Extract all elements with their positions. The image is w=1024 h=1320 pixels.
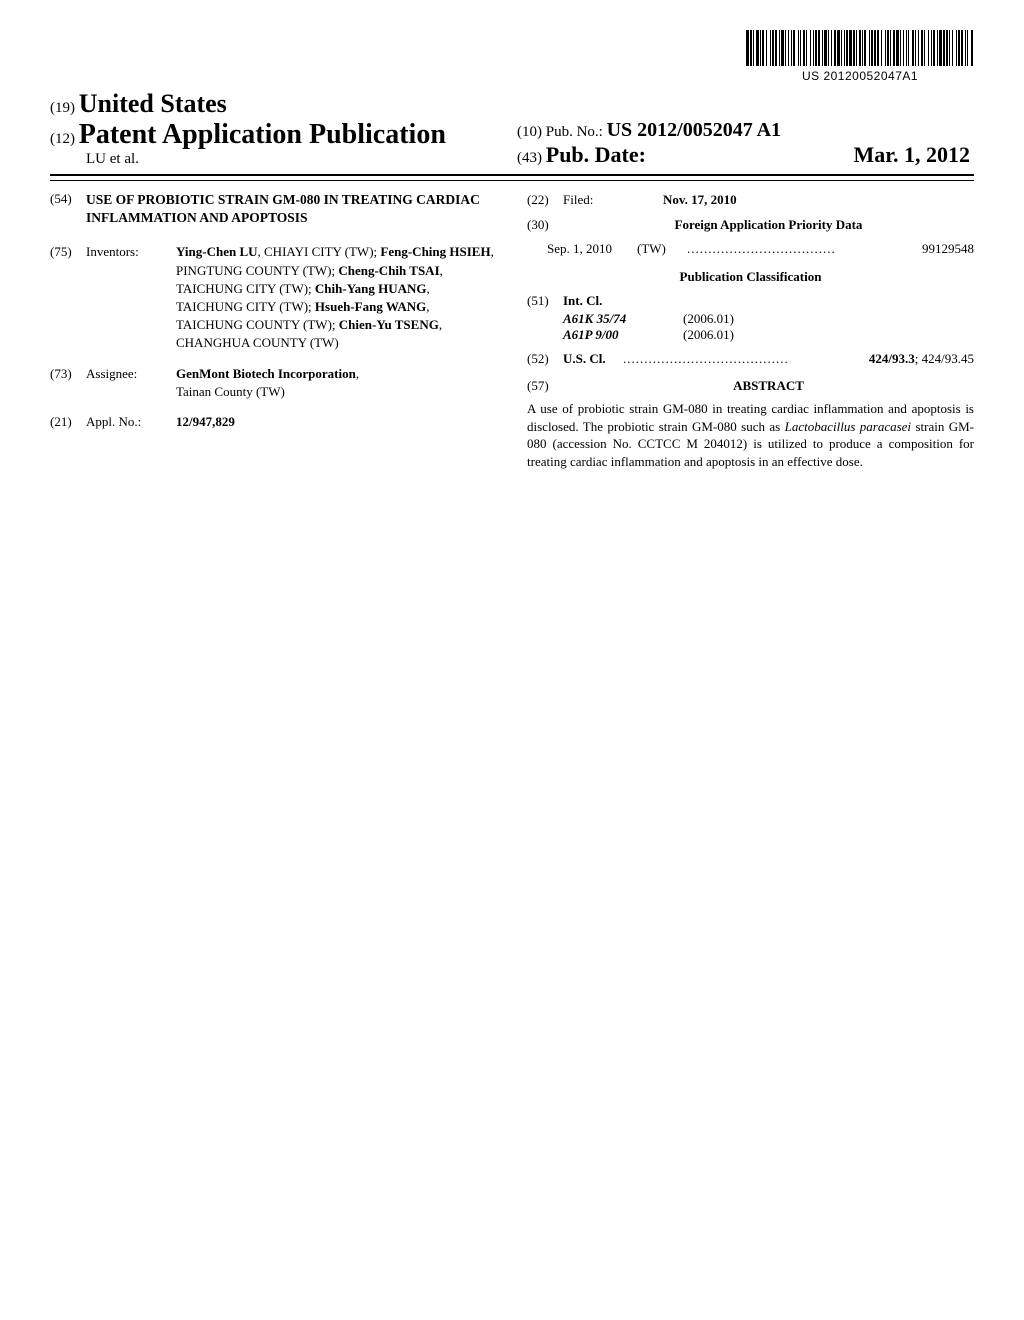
country-num: (19) [50,100,75,116]
priority-data-row: Sep. 1, 2010 (TW) ......................… [527,239,974,259]
filed-field: (22) Filed: Nov. 17, 2010 [527,191,974,209]
intcl-version: (2006.01) [683,327,734,343]
title-block: (54) USE OF PROBIOTIC STRAIN GM-080 IN T… [50,191,497,227]
abstract-header: ABSTRACT [563,378,974,394]
uscl-row: (52) U.S. Cl. ..........................… [527,349,974,369]
authors-line: LU et al. [50,151,507,168]
country-line: (19) United States [50,89,507,119]
uscl-num: (52) [527,349,563,369]
priority-header: Foreign Application Priority Data [563,217,974,233]
priority-country: (TW) [637,239,687,259]
barcode-text: US 20120052047A1 [802,69,918,83]
applno-label: Appl. No.: [86,413,176,431]
intcl-version: (2006.01) [683,311,734,327]
header-block: (19) United States (12) Patent Applicati… [50,89,974,176]
right-header: (10) Pub. No.: US 2012/0052047 A1 (43) P… [507,119,974,168]
pubdate-label: Pub. Date: [546,142,646,167]
uscl-label: U.S. Cl. [563,349,623,369]
abstract-italic: Lactobacillus paracasei [785,419,911,434]
inventor-name: Ying-Chen LU [176,244,258,259]
pubtype-num: (12) [50,131,75,147]
invention-title: USE OF PROBIOTIC STRAIN GM-080 IN TREATI… [86,191,497,227]
top-row: US 20120052047A1 [50,30,974,83]
assignee-field: (73) Assignee: GenMont Biotech Incorpora… [50,365,497,401]
pubclass-header: Publication Classification [527,269,974,285]
intcl-num: (51) [527,293,563,309]
priority-date: Sep. 1, 2010 [547,239,637,259]
priority-dots: ................................... [687,239,922,259]
pubdate-num: (43) [517,150,542,166]
country-name: United States [79,89,227,118]
pubno-label: Pub. No.: [546,124,603,140]
priority-header-row: (30) Foreign Application Priority Data [527,217,974,233]
right-column: (22) Filed: Nov. 17, 2010 (30) Foreign A… [527,191,974,470]
inventor-name: Chih-Yang HUANG [315,281,427,296]
applno-field: (21) Appl. No.: 12/947,829 [50,413,497,431]
assignee-num: (73) [50,365,86,401]
intcl-header-row: (51) Int. Cl. [527,293,974,309]
uscl-bold: 424/93.3 [869,351,915,366]
barcode-bars [746,30,974,66]
intcl-code: A61P 9/00 [563,327,683,343]
filed-date: Nov. 17, 2010 [623,191,974,209]
assignee-label: Assignee: [86,365,176,401]
inventors-num: (75) [50,243,86,352]
uscl-rest: ; 424/93.45 [915,351,974,366]
applno-num: (21) [50,413,86,431]
assignee-value: GenMont Biotech Incorporation, Tainan Co… [176,365,497,401]
priority-num: (30) [527,217,563,233]
assignee-name: GenMont Biotech Incorporation [176,366,356,381]
intcl-row: A61P 9/00(2006.01) [563,327,974,343]
patent-page: US 20120052047A1 (19) United States (12)… [0,0,1024,520]
left-column: (54) USE OF PROBIOTIC STRAIN GM-080 IN T… [50,191,497,470]
inventor-name: Feng-Ching HSIEH [380,244,490,259]
priority-appno: 99129548 [922,239,974,259]
uscl-value: 424/93.3; 424/93.45 [869,349,974,369]
barcode-block: US 20120052047A1 [746,30,974,83]
pubdate-line: (43) Pub. Date: Mar. 1, 2012 [517,142,974,168]
filed-label: Filed: [563,191,623,209]
uscl-dots: ....................................... [623,349,869,369]
pubtype-text: Patent Application Publication [79,119,446,150]
inventors-field: (75) Inventors: Ying-Chen LU, CHIAYI CIT… [50,243,497,352]
inventors-list: Ying-Chen LU, CHIAYI CITY (TW); Feng-Chi… [176,243,497,352]
inventors-label: Inventors: [86,243,176,352]
left-header: (19) United States (12) Patent Applicati… [50,89,507,168]
pubno-line: (10) Pub. No.: US 2012/0052047 A1 [517,119,974,142]
pubdate-left: (43) Pub. Date: [517,142,646,168]
intcl-table: A61K 35/74(2006.01)A61P 9/00(2006.01) [563,311,974,343]
title-num: (54) [50,191,86,227]
abstract-header-row: (57) ABSTRACT [527,378,974,394]
inventor-name: Chien-Yu TSENG [339,317,439,332]
filed-num: (22) [527,191,563,209]
assignee-loc: Tainan County (TW) [176,384,285,399]
inventor-name: Hsueh-Fang WANG [315,299,426,314]
body-columns: (54) USE OF PROBIOTIC STRAIN GM-080 IN T… [50,191,974,470]
intcl-code: A61K 35/74 [563,311,683,327]
applno-value: 12/947,829 [176,413,497,431]
pubdate-value: Mar. 1, 2012 [853,142,970,168]
pubtype-line: (12) Patent Application Publication [50,119,507,151]
inventor-name: Cheng-Chih TSAI [338,263,439,278]
pubno-num: (10) [517,124,542,140]
intcl-row: A61K 35/74(2006.01) [563,311,974,327]
abstract-num: (57) [527,378,563,394]
pubno-value: US 2012/0052047 A1 [607,119,781,141]
intcl-label: Int. Cl. [563,293,602,309]
abstract-text: A use of probiotic strain GM-080 in trea… [527,400,974,470]
header-rule [50,180,974,181]
